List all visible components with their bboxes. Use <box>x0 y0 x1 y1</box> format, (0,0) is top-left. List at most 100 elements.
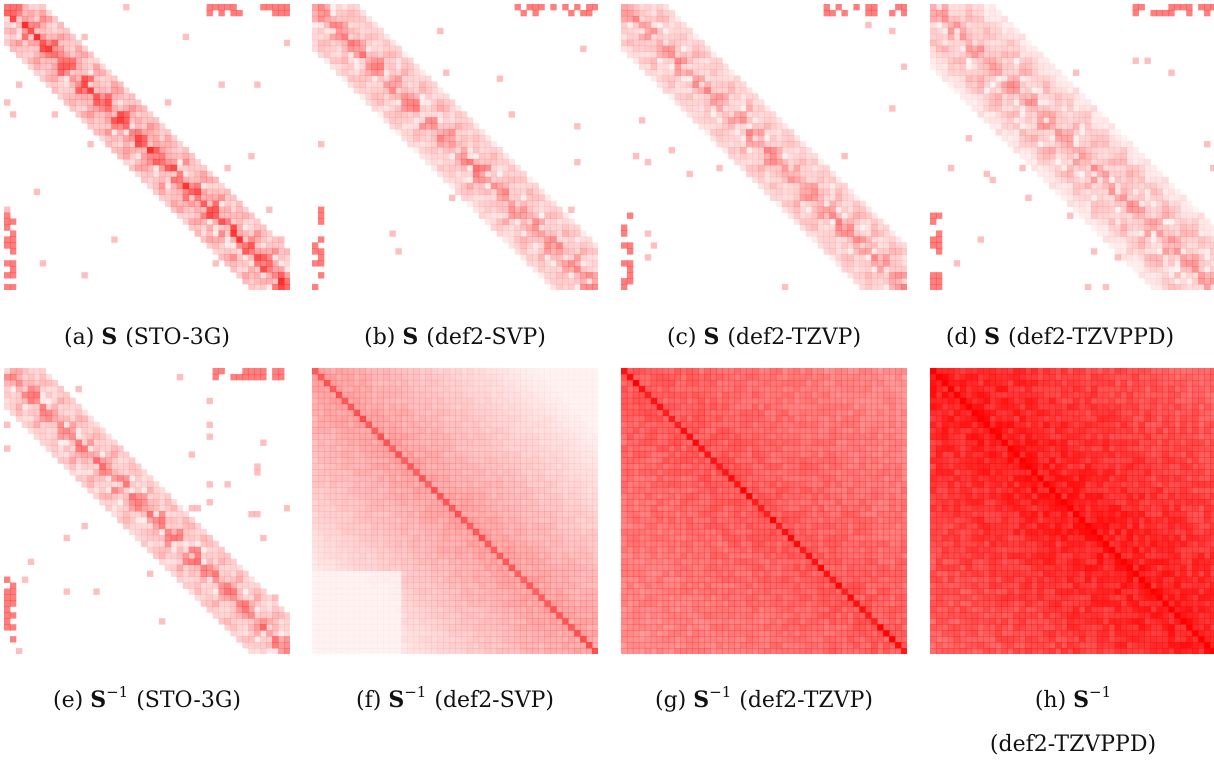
matrix-cell <box>111 457 118 464</box>
matrix-cell <box>580 487 587 494</box>
matrix-cell <box>147 141 154 148</box>
matrix-cell <box>538 445 545 452</box>
matrix-cell <box>574 433 581 440</box>
matrix-cell <box>353 499 361 506</box>
matrix-cell <box>443 469 450 476</box>
matrix-cell <box>538 212 545 219</box>
matrix-cell <box>941 75 949 82</box>
matrix-cell <box>935 212 943 219</box>
matrix-cell <box>538 439 545 446</box>
matrix-cell <box>1186 278 1193 285</box>
matrix-cell <box>413 427 420 434</box>
matrix-cell <box>734 152 741 160</box>
matrix-cell <box>1144 200 1151 207</box>
matrix-cell <box>532 206 539 213</box>
matrix-cell <box>935 39 943 47</box>
matrix-cell <box>1019 93 1026 100</box>
matrix-cell <box>835 224 842 231</box>
matrix-cell <box>662 21 670 29</box>
matrix-cell <box>371 368 378 375</box>
matrix-cell <box>520 368 527 375</box>
matrix-cell <box>1049 152 1056 160</box>
matrix-cell <box>371 493 378 500</box>
matrix-cell <box>793 194 801 202</box>
matrix-cell <box>1007 27 1014 35</box>
matrix-cell <box>781 182 789 190</box>
matrix-cell <box>1007 87 1014 94</box>
matrix-cell <box>930 242 937 249</box>
matrix-cell <box>1144 224 1151 231</box>
matrix-cell <box>1090 111 1098 118</box>
matrix-cell <box>230 224 237 231</box>
matrix-cell <box>39 373 47 381</box>
matrix-cell <box>278 260 285 267</box>
matrix-cell <box>680 87 687 94</box>
matrix-cell <box>496 439 504 446</box>
matrix-cell <box>272 373 279 381</box>
matrix-cell <box>21 409 29 417</box>
matrix-cell <box>188 170 196 178</box>
matrix-cell <box>722 93 729 100</box>
matrix-cell <box>284 612 290 619</box>
matrix-cell <box>312 516 319 524</box>
matrix-cell <box>871 266 878 273</box>
matrix-cell <box>21 391 29 399</box>
matrix-cell <box>242 254 249 261</box>
matrix-cell <box>662 27 670 35</box>
matrix-cell <box>1168 206 1175 213</box>
matrix-cell <box>317 439 325 446</box>
matrix-cell <box>1150 200 1157 207</box>
matrix-cell <box>621 224 628 231</box>
matrix-cell <box>69 99 76 106</box>
matrix-cell <box>472 170 480 178</box>
matrix-cell <box>514 433 521 440</box>
matrix-cell <box>1120 200 1128 207</box>
matrix-cell <box>1096 218 1104 225</box>
matrix-cell <box>953 57 961 64</box>
matrix-cell <box>568 373 575 381</box>
matrix-cell <box>1180 224 1187 231</box>
matrix-cell <box>218 212 225 219</box>
matrix-cell <box>401 487 408 494</box>
matrix-cell <box>377 87 384 94</box>
matrix-cell <box>224 230 231 237</box>
matrix-cell <box>182 570 190 577</box>
matrix-cell <box>514 439 521 446</box>
matrix-cell <box>550 254 557 261</box>
matrix-cell <box>680 45 687 53</box>
matrix-cell <box>478 487 486 494</box>
matrix-cell <box>1001 75 1008 82</box>
matrix-cell <box>329 33 337 41</box>
matrix-cell <box>841 248 848 255</box>
matrix-cell <box>218 9 225 17</box>
matrix-cell <box>568 266 575 273</box>
matrix-cell <box>574 475 581 482</box>
matrix-cell <box>260 4 267 11</box>
matrix-cell <box>871 230 878 237</box>
matrix-cell <box>206 182 213 190</box>
matrix-cell <box>341 445 349 452</box>
matrix-cell <box>580 236 587 243</box>
matrix-cell <box>1186 272 1193 279</box>
matrix-cell <box>746 117 753 124</box>
matrix-cell <box>170 200 178 207</box>
matrix-cell <box>317 27 325 35</box>
matrix-cell <box>236 636 243 643</box>
matrix-cell <box>650 39 658 47</box>
matrix-cell <box>129 123 136 130</box>
matrix-cell <box>63 39 70 47</box>
matrix-cell <box>413 493 420 500</box>
matrix-cell <box>859 206 866 213</box>
matrix-cell <box>989 99 996 106</box>
matrix-cell <box>419 415 426 423</box>
matrix-cell <box>377 105 384 112</box>
matrix-cell <box>1102 135 1110 142</box>
matrix-cell <box>99 445 106 452</box>
matrix-cell <box>1084 105 1092 112</box>
matrix-cell <box>698 81 705 88</box>
matrix-cell <box>995 117 1002 124</box>
matrix-cell <box>472 391 480 399</box>
matrix-cell <box>359 51 367 59</box>
matrix-cell <box>170 528 178 536</box>
matrix-cell <box>901 9 907 17</box>
